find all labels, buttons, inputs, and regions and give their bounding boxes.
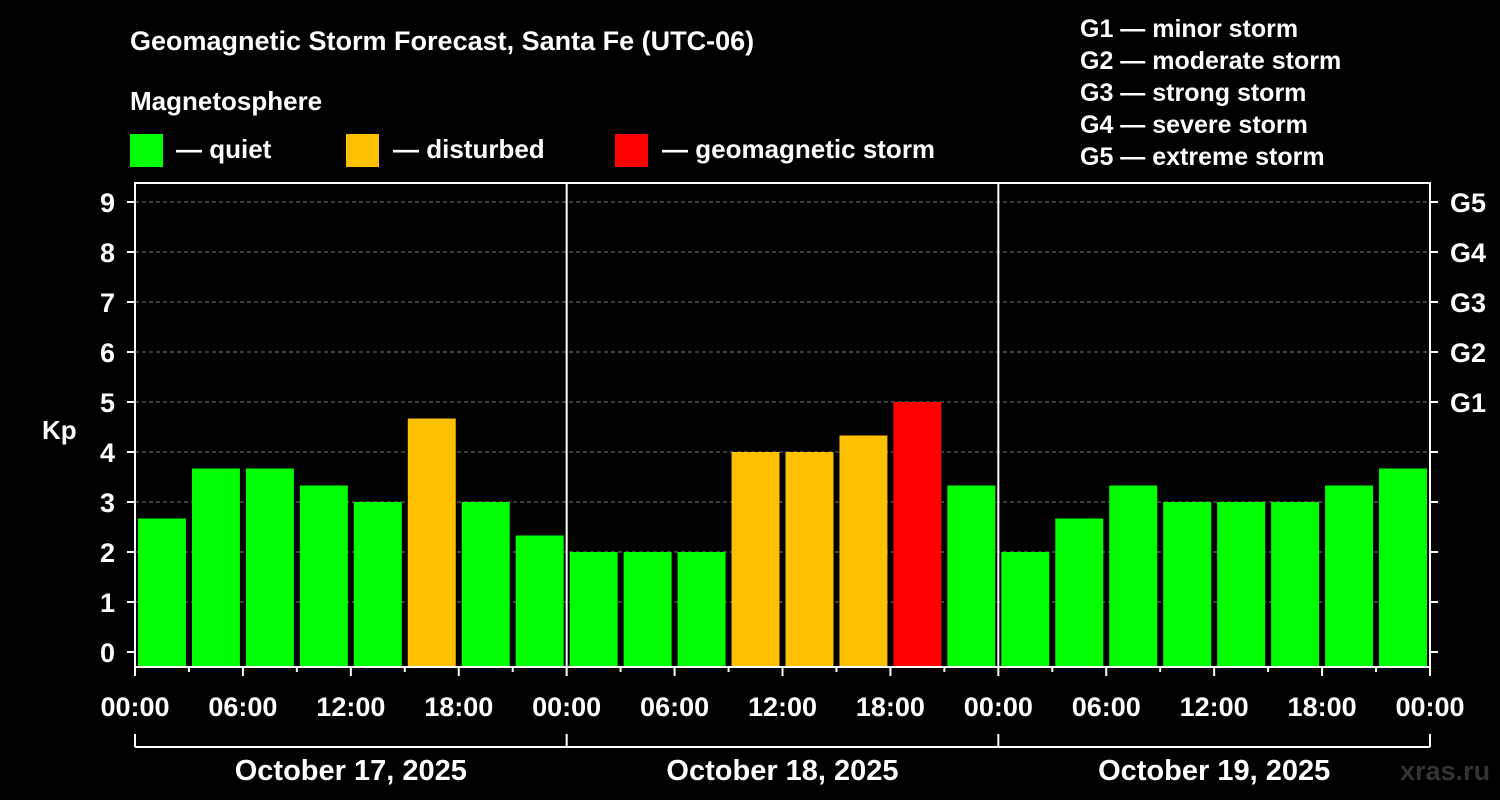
y-tick-label-3: 3: [100, 488, 115, 518]
g-scale-label-g5: G5: [1450, 188, 1486, 218]
y-tick-label-1: 1: [100, 588, 115, 618]
y-tick-label-7: 7: [100, 288, 115, 318]
scale-legend-g5: G5 — extreme storm: [1080, 143, 1325, 171]
legend-swatch-storm: [615, 134, 648, 167]
x-tick-label-2: 12:00: [316, 692, 385, 722]
x-tick-label-9: 06:00: [1072, 692, 1141, 722]
day-label-3: October 19, 2025: [1098, 755, 1330, 787]
g-scale-label-g4: G4: [1450, 238, 1486, 268]
x-tick-label-8: 00:00: [964, 692, 1033, 722]
legend-label-storm: — geomagnetic storm: [662, 134, 935, 164]
kp-bar-23: [1325, 485, 1374, 667]
kp-bar-11: [677, 552, 726, 667]
scale-legend-g3: G3 — strong storm: [1080, 79, 1306, 107]
kp-bar-13: [785, 452, 834, 667]
y-tick-label-5: 5: [100, 388, 115, 418]
day-label-1: October 17, 2025: [235, 755, 467, 787]
kp-bar-1: [138, 518, 186, 667]
kp-bar-10: [623, 552, 672, 667]
x-tick-label-12: 00:00: [1395, 692, 1464, 722]
kp-bar-17: [1001, 552, 1050, 667]
legend-heading: Magnetosphere: [130, 86, 322, 116]
x-tick-label-3: 18:00: [424, 692, 493, 722]
legend-swatch-quiet: [130, 134, 163, 167]
x-tick-label-11: 18:00: [1288, 692, 1357, 722]
chart-title: Geomagnetic Storm Forecast, Santa Fe (UT…: [130, 26, 754, 56]
x-tick-label-5: 06:00: [640, 692, 709, 722]
x-tick-label-4: 00:00: [532, 692, 601, 722]
legend-label-quiet: — quiet: [176, 134, 272, 164]
kp-bar-8: [515, 535, 564, 667]
scale-legend-g2: G2 — moderate storm: [1080, 47, 1341, 75]
scale-legend-g4: G4 — severe storm: [1080, 111, 1308, 139]
kp-bar-21: [1217, 502, 1266, 667]
x-tick-label-7: 18:00: [856, 692, 925, 722]
watermark: xras.ru: [1400, 756, 1490, 786]
legend-swatch-disturbed: [346, 134, 379, 167]
kp-bar-24: [1379, 468, 1427, 667]
day-label-2: October 18, 2025: [666, 755, 898, 787]
scale-legend-g1: G1 — minor storm: [1080, 15, 1298, 43]
legend-label-disturbed: — disturbed: [393, 134, 545, 164]
y-tick-label-9: 9: [100, 188, 115, 218]
kp-bar-19: [1109, 485, 1158, 667]
x-tick-label-6: 12:00: [748, 692, 817, 722]
y-tick-label-2: 2: [100, 538, 115, 568]
kp-bar-14: [839, 435, 888, 667]
kp-bar-6: [407, 418, 456, 667]
g-scale-label-g1: G1: [1450, 388, 1486, 418]
kp-bar-16: [947, 485, 996, 667]
y-tick-label-6: 6: [100, 338, 115, 368]
kp-bar-20: [1163, 502, 1212, 667]
kp-bar-4: [299, 485, 348, 667]
y-tick-label-4: 4: [100, 438, 115, 468]
x-tick-label-0: 00:00: [100, 692, 169, 722]
y-axis-label: Kp: [42, 415, 77, 445]
g-scale-label-g3: G3: [1450, 288, 1486, 318]
kp-bar-12: [731, 452, 780, 667]
g-scale-label-g2: G2: [1450, 338, 1486, 368]
kp-bar-2: [191, 468, 240, 667]
kp-bar-18: [1055, 518, 1104, 667]
kp-bar-22: [1271, 502, 1320, 667]
kp-bar-5: [353, 502, 402, 667]
y-tick-label-0: 0: [100, 638, 115, 668]
plot-area: 0 1 2 3 4 5 6 7 8 9 G1 G2 G3 G4 G5 00:00 06:00 12:00 18:00…: [100, 182, 1486, 787]
x-tick-label-1: 06:00: [208, 692, 277, 722]
kp-bar-9: [569, 552, 618, 667]
y-tick-label-8: 8: [100, 238, 115, 268]
kp-bar-7: [461, 502, 510, 667]
x-tick-label-10: 12:00: [1180, 692, 1249, 722]
kp-bar-3: [245, 468, 294, 667]
kp-bar-15: [893, 402, 942, 667]
